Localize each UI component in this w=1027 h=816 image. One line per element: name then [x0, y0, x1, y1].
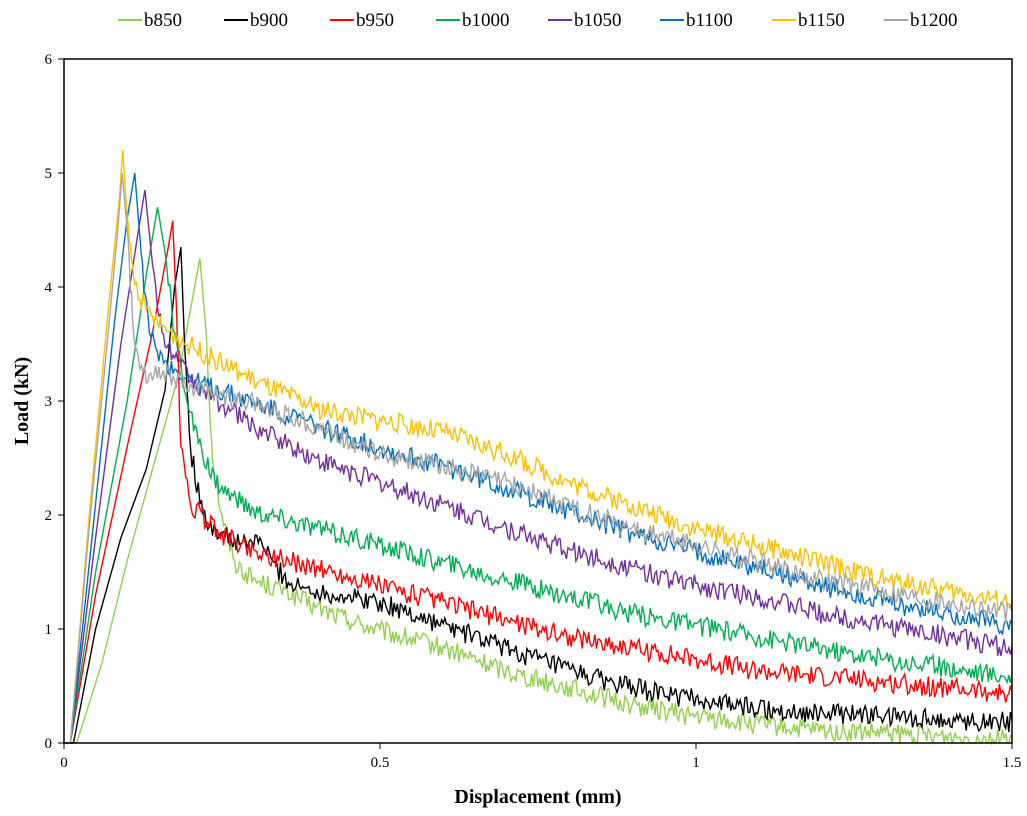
- plot-lines: [64, 150, 1013, 746]
- y-tick-label: 1: [45, 622, 53, 638]
- series-line-b900: [64, 246, 1013, 744]
- series-line-b1000: [64, 207, 1013, 744]
- y-axis-ticks: 0 1 2 3 4 5 6: [45, 52, 64, 752]
- y-axis-title: Load (kN): [11, 357, 33, 445]
- plot-area-frame: [63, 58, 1013, 744]
- y-tick-label: 6: [45, 52, 53, 68]
- legend-label-b1150: b1150: [798, 10, 845, 31]
- y-tick-label: 2: [45, 508, 53, 524]
- x-axis-ticks: 0 0.5 1 1.5: [60, 743, 1021, 771]
- y-tick-label: 3: [45, 394, 53, 410]
- legend-label-b1200: b1200: [910, 10, 958, 31]
- y-tick-label: 5: [45, 166, 53, 182]
- x-tick-label: 1: [692, 755, 700, 771]
- legend-label-b1000: b1000: [462, 10, 510, 31]
- series-line-b1150: [64, 150, 1013, 744]
- y-tick-label: 4: [45, 280, 53, 296]
- legend-label-b900: b900: [250, 10, 288, 31]
- legend-label-b950: b950: [356, 10, 394, 31]
- x-tick-label: 0: [60, 755, 68, 771]
- legend-label-b1050: b1050: [574, 10, 622, 31]
- x-tick-label: 0.5: [371, 755, 390, 771]
- x-axis-title: Displacement (mm): [454, 786, 621, 808]
- legend-label-b1100: b1100: [686, 10, 733, 31]
- series-line-b1200: [64, 172, 1013, 744]
- x-tick-label: 1.5: [1003, 755, 1022, 771]
- y-tick-label: 0: [45, 736, 53, 752]
- legend-label-b850: b850: [144, 10, 182, 31]
- chart-legend: b850 b900 b950 b1000 b1050 b1100 b1150 b1200: [118, 10, 958, 31]
- series-line-b950: [64, 220, 1013, 744]
- series-line-b1050: [64, 189, 1013, 744]
